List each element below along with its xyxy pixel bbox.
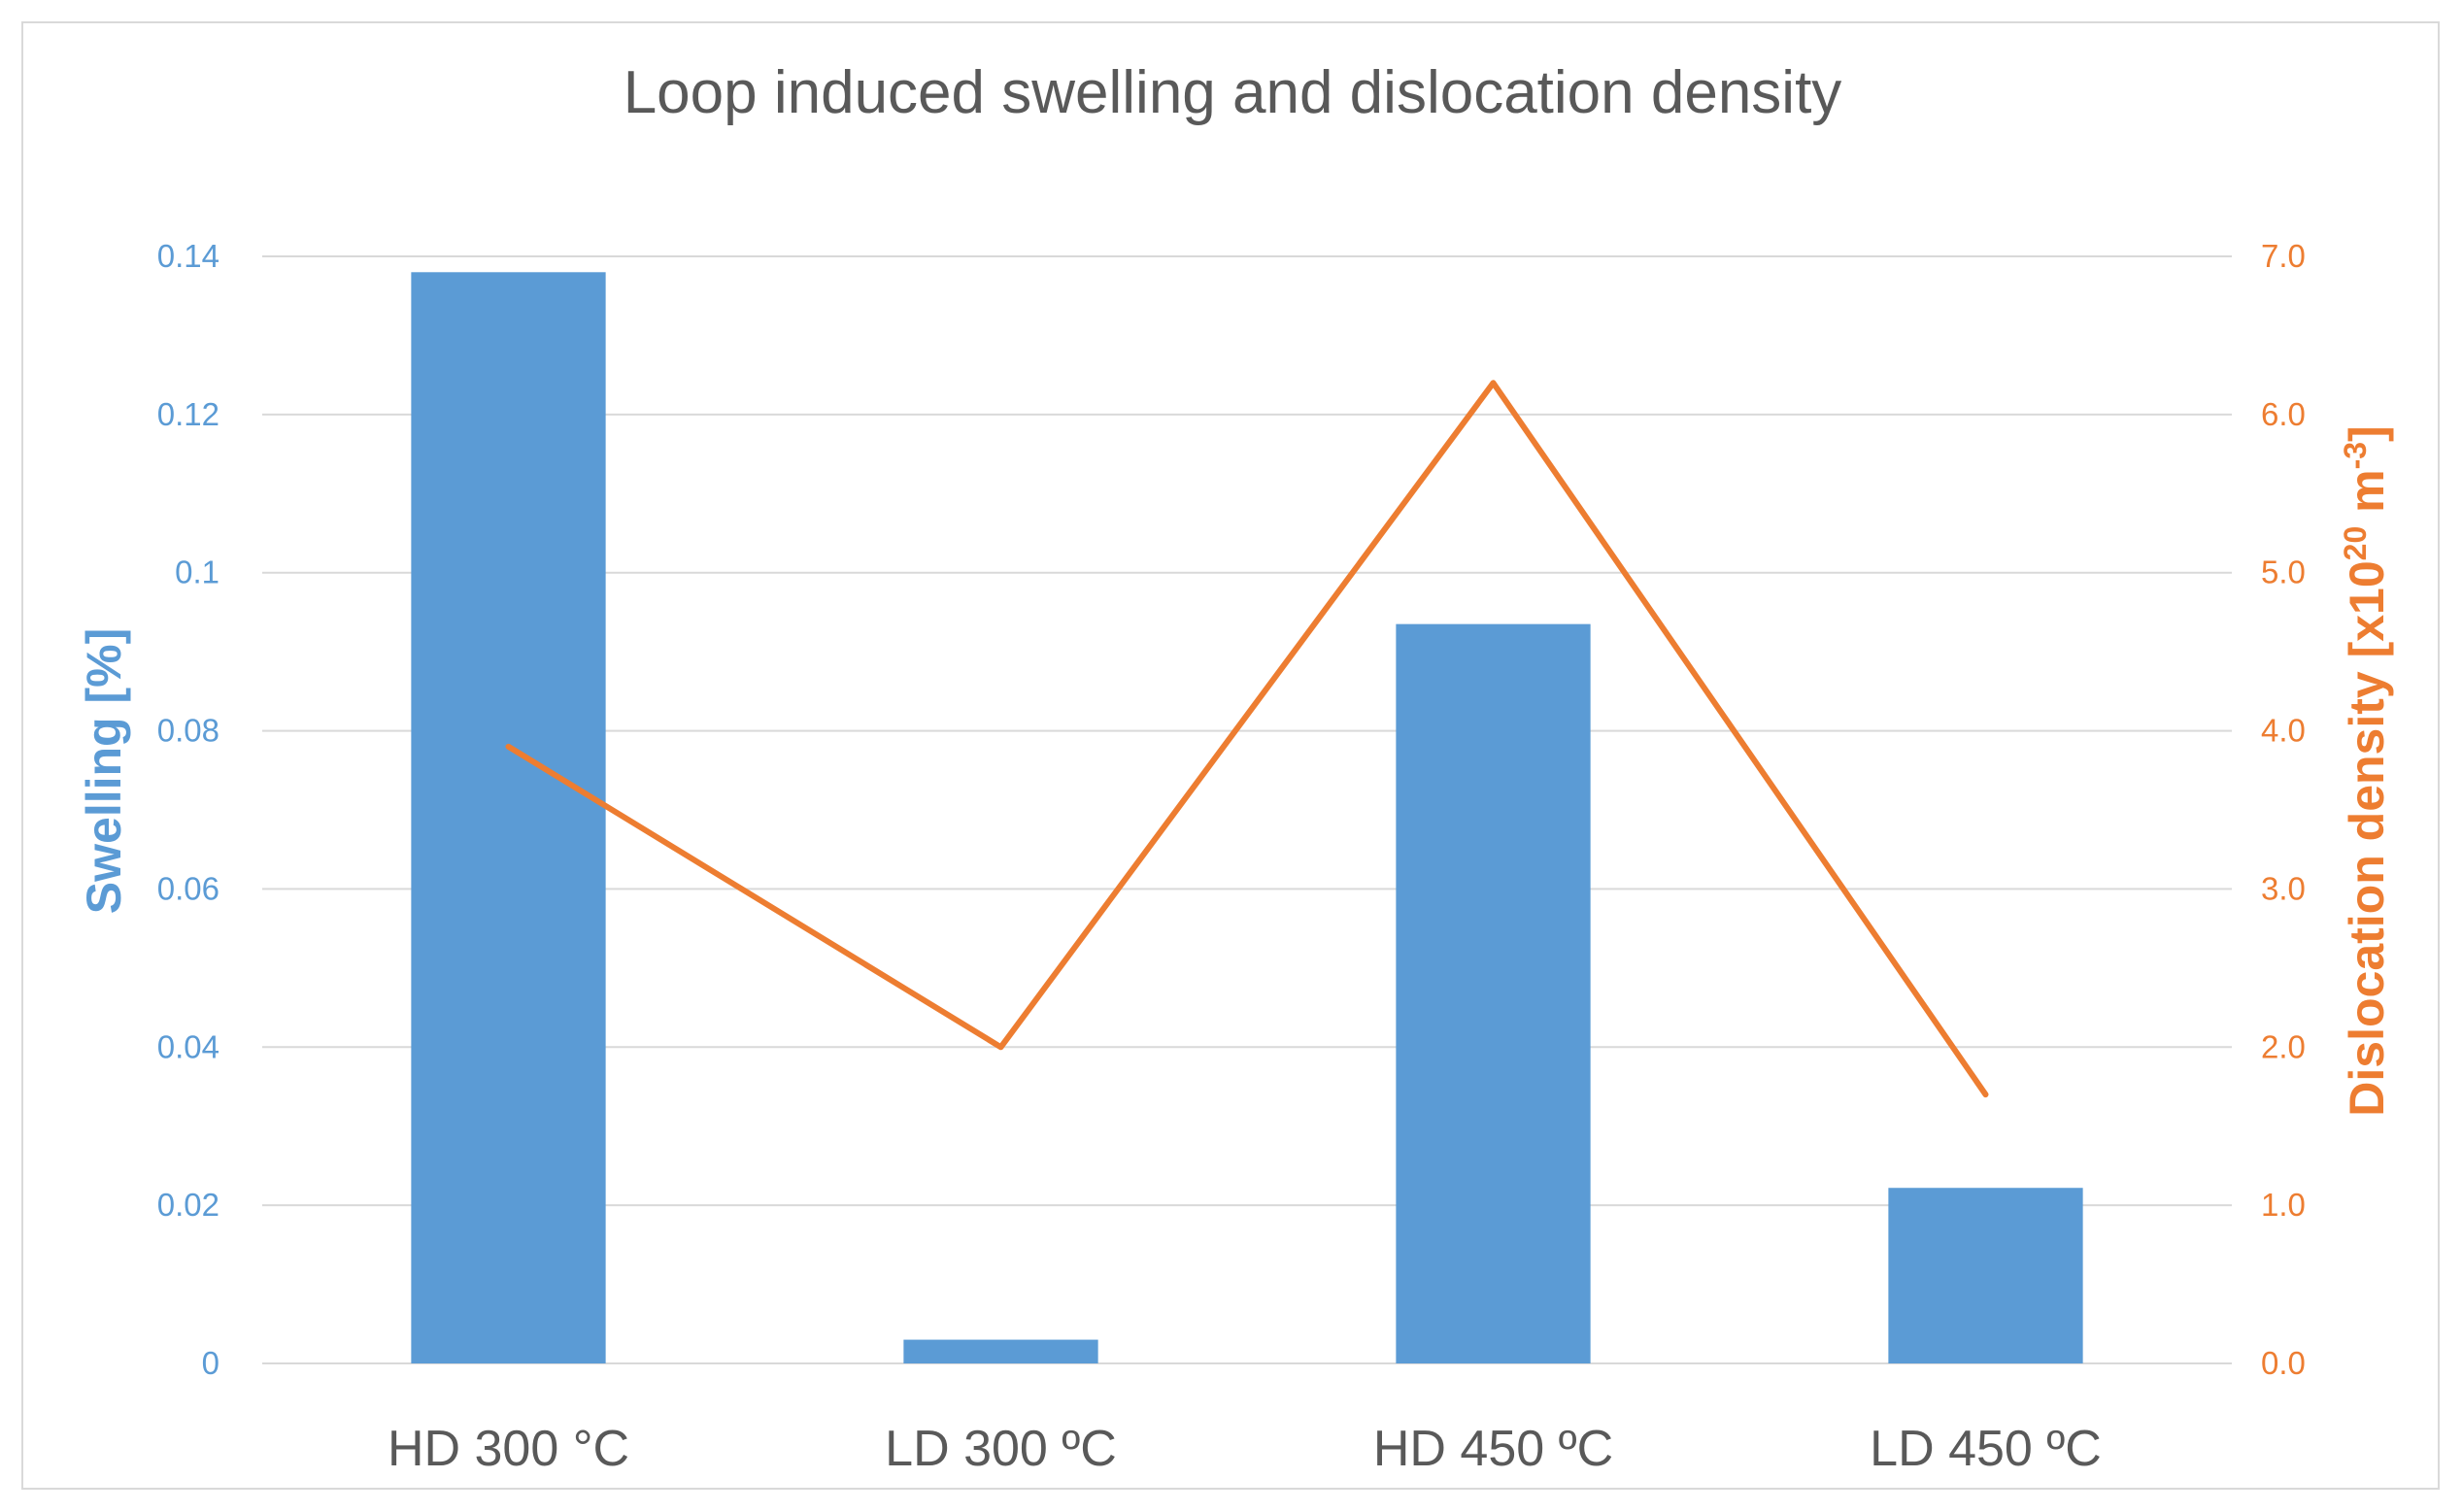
x-axis-ticks: HD 300 °C LD 300 ºC HD 450 ºC LD 450 ºC	[388, 1421, 2102, 1477]
x-tick-label: HD 450 ºC	[1373, 1421, 1613, 1477]
right-axis-title-sup1: 20	[2338, 526, 2373, 561]
right-tick-label: 3.0	[2261, 870, 2306, 906]
right-axis-title-mid: m	[2340, 469, 2394, 525]
left-tick-label: 0	[202, 1345, 219, 1381]
right-axis-title-sup2: -3	[2338, 442, 2373, 469]
bar-swelling	[411, 272, 606, 1364]
right-tick-label: 7.0	[2261, 238, 2306, 274]
right-axis-title-end: ]	[2340, 425, 2394, 442]
right-tick-label: 1.0	[2261, 1187, 2306, 1223]
left-tick-label: 0.02	[157, 1187, 219, 1223]
chart-frame: Loop induced swelling and dislocation de…	[21, 21, 2440, 1490]
x-tick-label: LD 450 ºC	[1870, 1421, 2102, 1477]
right-tick-label: 5.0	[2261, 554, 2306, 590]
right-tick-label: 0.0	[2261, 1345, 2306, 1381]
chart-svg: Loop induced swelling and dislocation de…	[77, 59, 2394, 1477]
left-tick-label: 0.1	[175, 554, 219, 590]
right-tick-label: 4.0	[2261, 713, 2306, 749]
right-tick-label: 2.0	[2261, 1028, 2306, 1064]
bar-swelling	[1888, 1188, 2083, 1363]
bar-swelling	[1396, 623, 1591, 1363]
line-dislocation-density	[505, 380, 1989, 1098]
x-tick-label: HD 300 °C	[388, 1421, 629, 1477]
left-tick-label: 0.14	[157, 238, 219, 274]
right-axis-ticks: 0.0 1.0 2.0 3.0 4.0 5.0 6.0 7.0	[2261, 238, 2306, 1381]
left-tick-label: 0.12	[157, 396, 219, 432]
left-axis-ticks: 0 0.02 0.04 0.06 0.08 0.1 0.12 0.14	[157, 238, 219, 1381]
x-tick-label: LD 300 ºC	[885, 1421, 1117, 1477]
right-tick-label: 6.0	[2261, 396, 2306, 432]
right-axis-title-main: Dislocation density [x10	[2340, 560, 2394, 1116]
left-axis-title: Swelling [%]	[77, 628, 131, 914]
left-tick-label: 0.06	[157, 870, 219, 906]
right-axis-title: Dislocation density [x1020 m-3]	[2338, 425, 2394, 1116]
bar-layer	[411, 272, 2083, 1364]
left-tick-label: 0.04	[157, 1028, 219, 1064]
chart-title: Loop induced swelling and dislocation de…	[624, 59, 1842, 126]
bar-swelling	[903, 1339, 1098, 1363]
left-tick-label: 0.08	[157, 713, 219, 749]
line-layer	[505, 380, 1989, 1098]
